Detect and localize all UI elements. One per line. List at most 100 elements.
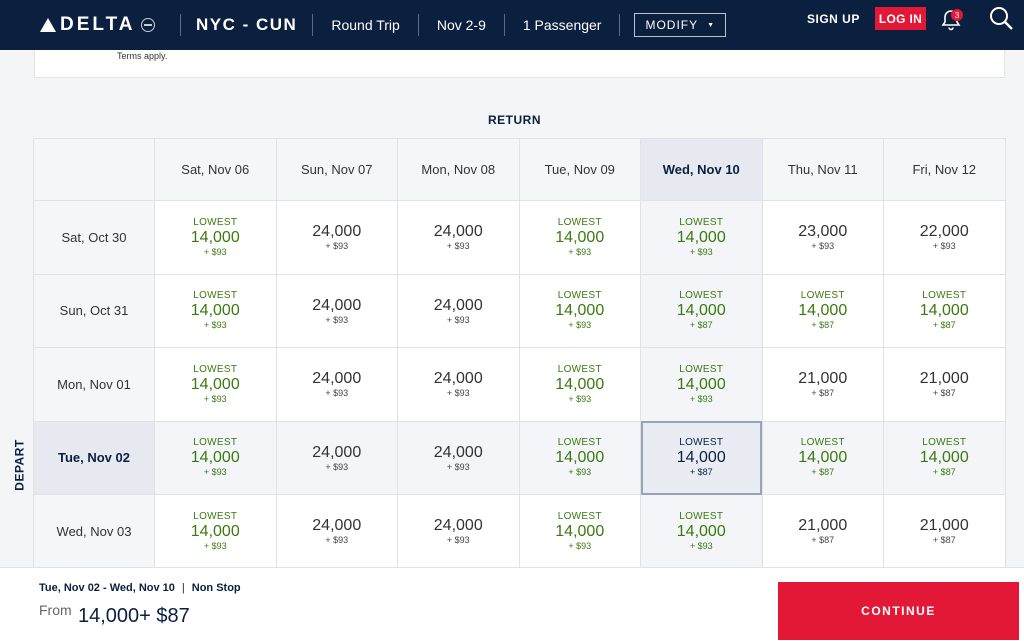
log-in-button[interactable]: LOG IN <box>875 7 926 30</box>
price-calendar-grid: Sat, Nov 06 Sun, Nov 07 Mon, Nov 08 Tue, No… <box>33 138 1006 569</box>
fare-cell[interactable]: LOWEST 14,000 + $87 <box>761 273 884 348</box>
fare-miles: 24,000 <box>312 517 362 535</box>
fare-taxes: + $93 <box>203 540 227 551</box>
fare-cell[interactable]: 24,000 + $93 <box>397 347 520 422</box>
lowest-fare-tag: LOWEST <box>679 363 724 375</box>
fare-miles: 14,000 <box>676 449 726 467</box>
fare-taxes: + $87 <box>811 535 835 546</box>
selection-summary-bar: Tue, Nov 02 - Wed, Nov 10 | Non Stop From … <box>0 567 1024 641</box>
fare-miles: 24,000 <box>433 223 483 241</box>
fare-taxes: + $93 <box>446 461 470 472</box>
fare-cell[interactable]: 24,000 + $93 <box>397 200 520 275</box>
lowest-fare-tag: LOWEST <box>557 437 602 449</box>
fare-miles: 24,000 <box>433 443 483 461</box>
fare-cell[interactable]: LOWEST 14,000 + $87 <box>883 273 1006 348</box>
fare-cell[interactable]: LOWEST 14,000 + $93 <box>518 347 641 422</box>
fare-cell[interactable]: LOWEST 14,000 + $87 <box>640 273 763 348</box>
fare-cell[interactable]: 22,000 + $93 <box>883 200 1006 275</box>
fare-taxes: + $93 <box>568 467 592 478</box>
fare-cell[interactable]: LOWEST 14,000 + $93 <box>518 494 641 569</box>
fare-taxes: + $93 <box>689 540 713 551</box>
fare-cell[interactable]: 21,000 + $87 <box>761 494 884 569</box>
return-date-header: Fri, Nov 12 <box>883 138 1006 201</box>
fare-miles: 24,000 <box>312 443 362 461</box>
fare-cell[interactable]: 24,000 + $93 <box>275 273 398 348</box>
fare-cell[interactable]: LOWEST 14,000 + $93 <box>518 200 641 275</box>
corner-cell <box>33 138 155 201</box>
fare-taxes: + $87 <box>932 535 956 546</box>
divider <box>417 14 419 36</box>
fare-cell[interactable]: LOWEST 14,000 + $87 <box>761 420 884 495</box>
fare-cell[interactable]: LOWEST 14,000 + $93 <box>154 494 277 569</box>
fare-taxes: + $87 <box>811 320 835 331</box>
divider <box>619 14 621 36</box>
fare-cell[interactable]: 21,000 + $87 <box>883 494 1006 569</box>
fare-miles: 14,000 <box>676 302 726 320</box>
return-date-header-row: Sat, Nov 06 Sun, Nov 07 Mon, Nov 08 Tue, No… <box>33 138 1006 201</box>
lowest-fare-tag: LOWEST <box>679 290 724 302</box>
lowest-fare-tag: LOWEST <box>193 510 238 522</box>
continue-button[interactable]: CONTINUE <box>778 582 1019 640</box>
sign-up-link[interactable]: SIGN UP <box>807 12 860 26</box>
delta-logo[interactable]: DELTA <box>0 0 180 50</box>
notification-badge: 3 <box>951 9 963 21</box>
fare-miles: 24,000 <box>433 370 483 388</box>
fare-cell[interactable]: 23,000 + $93 <box>761 200 884 275</box>
fare-miles: 24,000 <box>312 296 362 314</box>
fare-taxes: + $93 <box>325 535 349 546</box>
depart-axis-label: DEPART <box>12 439 27 491</box>
fare-cell[interactable]: 21,000 + $87 <box>883 347 1006 422</box>
fare-taxes: + $93 <box>568 540 592 551</box>
fare-cell[interactable]: 24,000 + $93 <box>275 347 398 422</box>
search-icon[interactable] <box>988 5 1014 31</box>
fare-cell[interactable]: 24,000 + $93 <box>275 200 398 275</box>
modify-label: MODIFY <box>645 18 699 32</box>
fare-taxes: + $93 <box>568 320 592 331</box>
fare-cell[interactable]: LOWEST 14,000 + $93 <box>154 200 277 275</box>
lowest-fare-tag: LOWEST <box>193 216 238 228</box>
fare-taxes: + $93 <box>203 246 227 257</box>
fare-miles: 24,000 <box>433 517 483 535</box>
fare-cell[interactable]: LOWEST 14,000 + $93 <box>154 273 277 348</box>
fare-miles: 14,000 <box>190 375 240 393</box>
fare-miles: 21,000 <box>919 370 969 388</box>
fare-cell[interactable]: LOWEST 14,000 + $93 <box>154 347 277 422</box>
fare-taxes: + $93 <box>203 320 227 331</box>
fare-cell[interactable]: LOWEST 14,000 + $93 <box>640 200 763 275</box>
trip-dates: Nov 2-9 <box>436 17 486 33</box>
fare-cell[interactable]: LOWEST 14,000 + $93 <box>518 273 641 348</box>
depart-date-header: Sat, Oct 30 <box>33 200 155 275</box>
fare-miles: 14,000 <box>676 375 726 393</box>
return-date-header: Tue, Nov 09 <box>518 138 641 201</box>
fare-taxes: + $93 <box>568 246 592 257</box>
fare-cell[interactable]: 24,000 + $93 <box>275 420 398 495</box>
fare-cell[interactable]: 24,000 + $93 <box>275 494 398 569</box>
lowest-fare-tag: LOWEST <box>800 437 845 449</box>
fare-taxes: + $93 <box>325 388 349 399</box>
modify-button[interactable]: MODIFY ▼ <box>634 13 727 37</box>
fare-miles: 14,000 <box>190 228 240 246</box>
fare-cell[interactable]: LOWEST 14,000 + $93 <box>640 347 763 422</box>
passenger-count: 1 Passenger <box>522 17 602 33</box>
fare-cell[interactable]: LOWEST 14,000 + $93 <box>640 494 763 569</box>
fare-cell[interactable]: 24,000 + $93 <box>397 420 520 495</box>
depart-date-row: Sun, Oct 31 LOWEST 14,000 + $93 24,000 + $93 2… <box>33 273 1006 348</box>
depart-date-header: Tue, Nov 02 <box>33 420 155 495</box>
caret-down-icon: ▼ <box>707 21 716 29</box>
fare-cell[interactable]: 21,000 + $87 <box>761 347 884 422</box>
fare-miles: 21,000 <box>798 370 848 388</box>
fare-cell[interactable]: LOWEST 14,000 + $93 <box>518 420 641 495</box>
fare-cell[interactable]: 24,000 + $93 <box>397 273 520 348</box>
return-date-header: Sun, Nov 07 <box>275 138 398 201</box>
fare-cell[interactable]: 24,000 + $93 <box>397 494 520 569</box>
fare-cell[interactable]: LOWEST 14,000 + $87 <box>883 420 1006 495</box>
depart-date-row: Mon, Nov 01 LOWEST 14,000 + $93 24,000 + $93 2… <box>33 347 1006 422</box>
divider <box>503 14 505 36</box>
fare-cell[interactable]: LOWEST 14,000 + $93 <box>154 420 277 495</box>
fare-miles: 14,000 <box>798 449 848 467</box>
fare-miles: 14,000 <box>676 522 726 540</box>
fare-taxes: + $87 <box>811 388 835 399</box>
fare-miles: 14,000 <box>555 449 605 467</box>
lowest-fare-tag: LOWEST <box>679 216 724 228</box>
fare-cell[interactable]: LOWEST 14,000 + $87 <box>640 420 763 495</box>
